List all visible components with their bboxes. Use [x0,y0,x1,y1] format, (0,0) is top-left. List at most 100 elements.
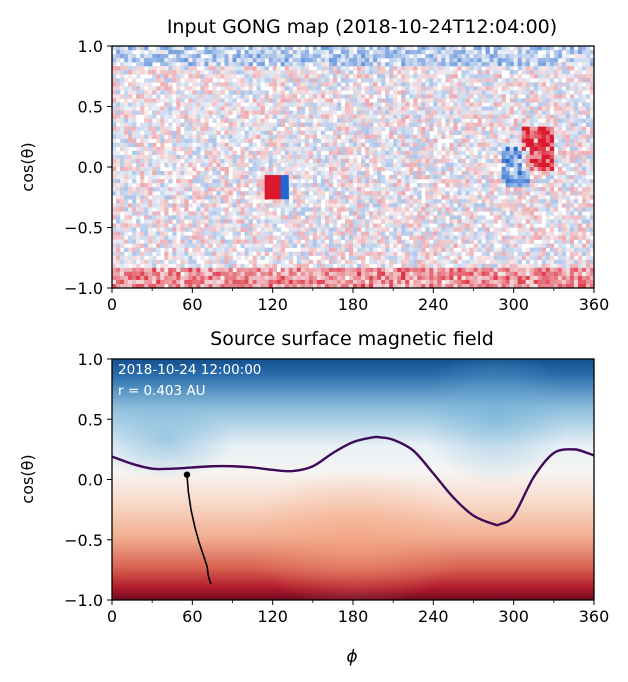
gong-pixel [461,183,466,188]
gong-pixel [533,118,539,123]
gong-pixel [401,90,406,95]
gong-pixel [501,199,506,204]
gong-pixel [280,78,286,83]
gong-pixel [417,50,422,55]
gong-pixel [481,187,486,192]
gong-pixel [212,110,217,115]
gong-pixel [369,138,374,144]
gong-pixel [196,134,201,140]
gong-pixel [124,215,129,220]
gong-pixel [493,110,498,115]
gong-pixel [124,98,129,103]
gong-pixel [292,219,298,224]
gong-pixel [429,219,434,224]
gong-pixel [457,118,462,123]
gong-pixel [409,134,414,140]
gong-pixel [164,195,169,200]
gong-pixel [204,50,209,55]
gong-pixel [256,167,261,172]
gong-pixel [120,118,125,123]
gong-pixel [381,179,386,184]
gong-pixel [252,66,257,71]
gong-pixel [501,175,506,180]
gong-pixel [449,219,454,224]
gong-pixel [128,122,133,127]
gong-pixel [148,154,153,160]
gong-pixel [244,90,249,95]
gong-pixel [144,223,149,228]
gong-pixel [545,126,551,131]
gong-pixel [184,122,189,127]
gong-pixel [348,227,354,232]
gong-pixel [449,118,454,123]
gong-pixel [525,134,531,140]
gong-pixel [353,54,358,59]
gong-pixel [296,62,302,67]
gong-pixel [453,126,458,131]
gong-pixel [156,195,161,200]
gong-pixel [473,130,478,136]
gong-pixel [397,66,402,71]
gong-pixel [168,82,173,87]
gong-pixel [369,215,374,220]
gong-pixel [296,187,302,192]
gong-pixel [493,82,498,87]
gong-pixel [228,203,233,208]
gong-pixel [324,187,330,192]
gong-pixel [144,171,149,176]
gong-pixel [264,46,269,51]
gong-pixel [144,219,149,224]
gong-pixel [509,106,514,111]
gong-pixel [112,150,117,156]
gong-pixel [140,66,145,71]
gong-pixel [421,175,426,180]
gong-pixel [272,106,277,111]
gong-pixel [332,122,338,127]
gong-pixel [184,199,189,204]
gong-pixel [140,227,145,232]
gong-pixel [509,154,514,160]
gong-pixel [248,110,253,115]
gong-pixel [565,150,571,156]
gong-pixel [144,70,149,75]
gong-pixel [525,106,531,111]
gong-pixel [288,142,294,148]
gong-pixel [260,223,265,228]
gong-pixel [152,114,157,119]
gong-pixel [577,110,583,115]
gong-pixel [260,58,265,63]
gong-pixel [421,118,426,123]
gong-pixel [393,138,398,144]
gong-pixel [340,207,346,212]
gong-pixel [116,150,121,156]
gong-pixel [493,62,498,67]
gong-pixel [232,126,237,131]
gong-pixel [365,231,370,236]
gong-pixel [200,62,205,67]
gong-pixel [240,62,245,67]
gong-pixel [288,223,294,228]
gong-pixel [120,187,125,192]
gong-pixel [248,231,253,236]
gong-pixel [136,130,141,136]
gong-pixel [248,154,253,160]
gong-pixel [361,191,366,196]
gong-pixel [457,106,462,111]
gong-pixel [180,134,185,140]
gong-pixel [553,98,559,103]
gong-pixel [336,199,342,204]
gong-pixel [465,114,470,119]
gong-pixel [369,158,374,164]
gong-pixel [397,90,402,95]
gong-pixel [453,46,458,51]
gong-pixel [505,130,510,136]
gong-pixel [425,231,430,236]
gong-pixel [324,122,330,127]
gong-pixel [164,82,169,87]
gong-pixel [112,110,117,115]
gong-pixel [152,58,157,63]
gong-pixel [132,90,137,95]
gong-pixel [164,114,169,119]
gong-pixel [529,90,535,95]
gong-pixel [288,46,294,51]
